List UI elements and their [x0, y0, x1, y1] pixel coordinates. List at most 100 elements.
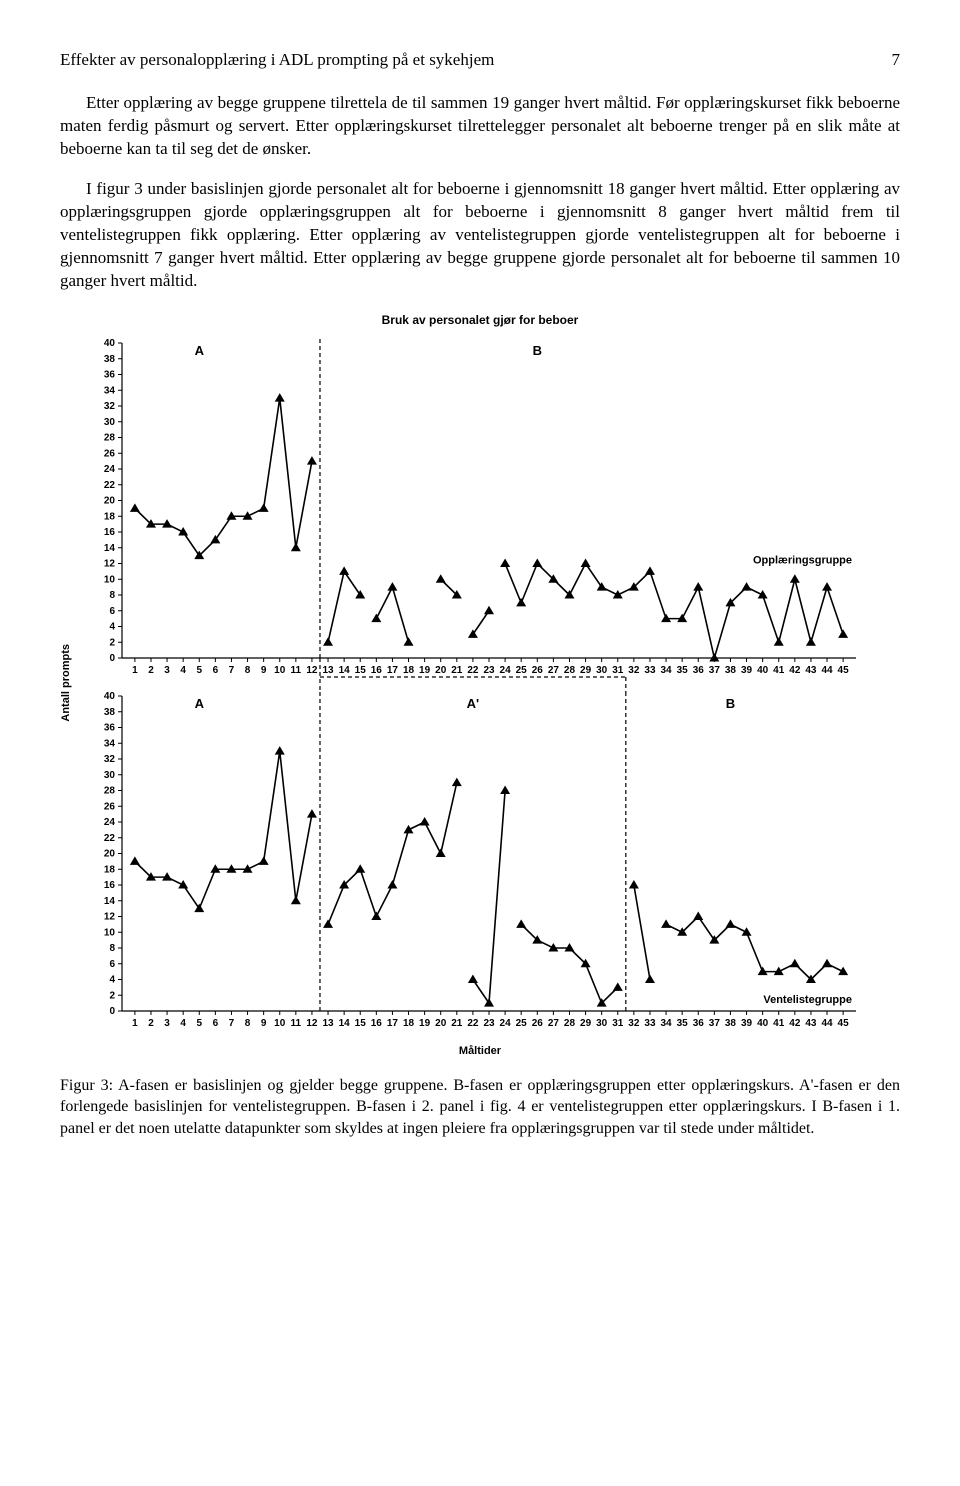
- svg-text:6: 6: [213, 1018, 219, 1029]
- svg-text:Ventelistegruppe: Ventelistegruppe: [763, 994, 852, 1006]
- svg-text:12: 12: [306, 1018, 318, 1029]
- svg-text:A': A': [467, 696, 479, 711]
- svg-text:26: 26: [104, 448, 116, 459]
- svg-text:38: 38: [725, 665, 737, 676]
- svg-text:14: 14: [104, 542, 116, 553]
- paragraph-2: I figur 3 under basislinjen gjorde perso…: [60, 178, 900, 293]
- svg-text:19: 19: [419, 665, 431, 676]
- svg-text:4: 4: [109, 974, 115, 985]
- svg-text:28: 28: [104, 432, 116, 443]
- svg-text:18: 18: [104, 511, 116, 522]
- svg-text:26: 26: [532, 1018, 544, 1029]
- figure-3: Antall prompts 0246810121416182022242628…: [60, 333, 900, 1033]
- svg-text:30: 30: [596, 665, 608, 676]
- svg-text:9: 9: [261, 1018, 267, 1029]
- svg-text:22: 22: [104, 832, 116, 843]
- svg-text:17: 17: [387, 1018, 399, 1029]
- svg-text:16: 16: [371, 1018, 383, 1029]
- svg-text:33: 33: [644, 1018, 656, 1029]
- svg-text:6: 6: [109, 605, 115, 616]
- svg-text:1: 1: [132, 1018, 138, 1029]
- svg-text:42: 42: [789, 1018, 801, 1029]
- svg-text:40: 40: [104, 691, 116, 702]
- svg-text:4: 4: [180, 665, 186, 676]
- svg-text:28: 28: [564, 665, 576, 676]
- svg-text:8: 8: [245, 1018, 251, 1029]
- svg-text:34: 34: [660, 1018, 672, 1029]
- svg-text:16: 16: [104, 880, 116, 891]
- svg-text:32: 32: [628, 1018, 640, 1029]
- svg-text:24: 24: [104, 817, 116, 828]
- svg-text:23: 23: [483, 665, 495, 676]
- svg-text:42: 42: [789, 665, 801, 676]
- svg-text:36: 36: [693, 1018, 705, 1029]
- svg-text:36: 36: [104, 722, 116, 733]
- svg-text:37: 37: [709, 665, 721, 676]
- svg-text:28: 28: [564, 1018, 576, 1029]
- svg-text:10: 10: [104, 927, 116, 938]
- svg-text:40: 40: [104, 338, 116, 349]
- svg-text:5: 5: [196, 665, 202, 676]
- svg-text:2: 2: [109, 637, 115, 648]
- svg-text:7: 7: [229, 1018, 235, 1029]
- svg-text:30: 30: [596, 1018, 608, 1029]
- svg-text:26: 26: [532, 665, 544, 676]
- svg-text:40: 40: [757, 665, 769, 676]
- svg-text:12: 12: [104, 911, 116, 922]
- paragraph-1: Etter opplæring av begge gruppene tilret…: [60, 92, 900, 161]
- svg-text:27: 27: [548, 665, 560, 676]
- svg-text:29: 29: [580, 1018, 592, 1029]
- svg-text:6: 6: [109, 958, 115, 969]
- svg-text:34: 34: [660, 665, 672, 676]
- svg-text:13: 13: [322, 1018, 334, 1029]
- svg-text:2: 2: [109, 990, 115, 1001]
- svg-text:11: 11: [291, 665, 302, 676]
- svg-text:22: 22: [104, 479, 116, 490]
- svg-text:19: 19: [419, 1018, 431, 1029]
- svg-text:17: 17: [387, 665, 399, 676]
- svg-text:44: 44: [821, 665, 833, 676]
- svg-text:41: 41: [773, 1018, 785, 1029]
- svg-text:3: 3: [164, 1018, 170, 1029]
- svg-text:A: A: [195, 343, 205, 358]
- svg-text:41: 41: [773, 665, 785, 676]
- svg-text:2: 2: [148, 1018, 154, 1029]
- svg-text:15: 15: [355, 1018, 367, 1029]
- svg-text:7: 7: [229, 665, 235, 676]
- svg-text:20: 20: [435, 1018, 447, 1029]
- svg-text:8: 8: [245, 665, 251, 676]
- svg-text:14: 14: [339, 1018, 351, 1029]
- svg-text:13: 13: [322, 665, 334, 676]
- svg-text:26: 26: [104, 801, 116, 812]
- svg-text:12: 12: [104, 558, 116, 569]
- svg-text:12: 12: [306, 665, 318, 676]
- svg-text:8: 8: [109, 943, 115, 954]
- x-axis-label: Måltider: [60, 1045, 900, 1057]
- svg-text:4: 4: [109, 621, 115, 632]
- svg-text:20: 20: [104, 495, 116, 506]
- svg-text:25: 25: [516, 665, 528, 676]
- svg-text:5: 5: [196, 1018, 202, 1029]
- svg-text:0: 0: [109, 1006, 115, 1017]
- svg-text:11: 11: [291, 1018, 302, 1029]
- svg-text:10: 10: [274, 665, 286, 676]
- svg-text:18: 18: [104, 864, 116, 875]
- svg-text:21: 21: [451, 665, 463, 676]
- svg-text:31: 31: [612, 1018, 624, 1029]
- svg-text:33: 33: [644, 665, 656, 676]
- running-head: Effekter av personalopplæring i ADL prom…: [60, 50, 900, 70]
- svg-text:34: 34: [104, 385, 116, 396]
- svg-text:40: 40: [757, 1018, 769, 1029]
- svg-text:20: 20: [104, 848, 116, 859]
- y-axis-label: Antall prompts: [60, 644, 72, 722]
- svg-text:20: 20: [435, 665, 447, 676]
- svg-text:32: 32: [104, 754, 116, 765]
- figure-caption: Figur 3: A-fasen er basislinjen og gjeld…: [60, 1075, 900, 1140]
- svg-text:2: 2: [148, 665, 154, 676]
- svg-text:36: 36: [693, 665, 705, 676]
- svg-text:34: 34: [104, 738, 116, 749]
- svg-text:22: 22: [467, 665, 479, 676]
- svg-text:9: 9: [261, 665, 267, 676]
- svg-text:14: 14: [104, 895, 116, 906]
- svg-text:38: 38: [725, 1018, 737, 1029]
